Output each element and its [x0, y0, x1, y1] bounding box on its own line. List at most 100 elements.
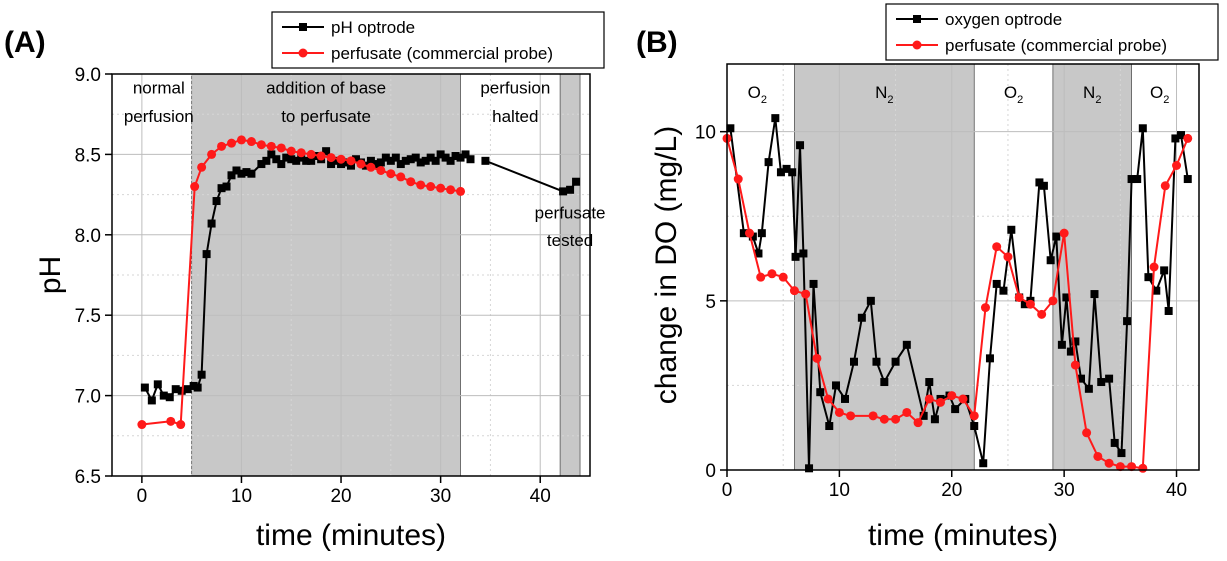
a-data-point-circle	[376, 165, 386, 175]
b-data-point-square	[791, 252, 800, 261]
a-data-point-square	[406, 155, 415, 164]
panel-a-legend-marker-perfusate	[298, 48, 308, 58]
b-data-point-square	[1164, 306, 1173, 315]
a-data-point-circle	[336, 154, 346, 164]
a-data-point-square	[222, 182, 231, 191]
a-data-point-square	[401, 156, 410, 165]
a-y-tick-label: 7.5	[75, 306, 101, 327]
a-data-point-square	[421, 156, 430, 165]
a-data-point-square	[366, 156, 375, 165]
b-shaded-region	[794, 63, 975, 471]
b-data-point-circle	[1070, 360, 1080, 370]
b-gas-label: N2	[1083, 83, 1101, 106]
b-x-tick-label: 30	[1054, 480, 1075, 501]
a-data-point-square	[297, 153, 306, 162]
a-data-point-square	[342, 158, 351, 167]
a-data-point-circle	[166, 416, 176, 426]
a-data-point-square	[232, 166, 241, 175]
a-data-point-square	[332, 156, 341, 165]
b-data-point-square	[796, 141, 805, 150]
a-data-point-square	[153, 380, 162, 389]
a-data-point-square	[302, 156, 311, 165]
b-x-tick-label: 10	[829, 480, 850, 501]
a-data-point-square	[292, 156, 301, 165]
a-data-point-square	[140, 383, 149, 392]
b-data-point-square	[809, 279, 818, 288]
b-data-point-square	[979, 459, 988, 468]
b-data-point-circle	[789, 286, 799, 296]
b-data-point-square	[1046, 256, 1055, 265]
b-data-point-circle	[969, 411, 979, 421]
b-data-point-square	[782, 164, 791, 173]
b-data-point-circle	[1082, 428, 1092, 438]
b-data-point-square	[1183, 175, 1192, 184]
b-data-point-square	[1052, 232, 1061, 241]
b-data-point-square	[919, 411, 928, 420]
b-data-point-square	[1123, 317, 1132, 326]
panel-b-legend: oxygen optrode perfusate (commercial pro…	[885, 3, 1219, 61]
b-data-point-square	[849, 357, 858, 366]
panel-b: (B) O2 N2 O2 N2 O2 0 10 20 30 40 0 5 10 time (minut…	[636, 3, 1219, 552]
a-data-point-square	[451, 152, 460, 161]
b-data-point-circle	[1183, 133, 1193, 143]
b-data-point-square	[1127, 175, 1136, 184]
a-data-point-square	[287, 155, 296, 164]
a-data-point-circle	[406, 177, 416, 187]
a-data-point-square	[426, 153, 435, 162]
a-data-point-square	[159, 391, 168, 400]
b-data-point-circle	[1037, 309, 1047, 319]
a-data-point-circle	[256, 140, 266, 150]
b-data-point-square	[816, 388, 825, 397]
b-data-point-square	[866, 296, 875, 305]
b-data-point-square	[739, 229, 748, 238]
b-data-point-circle	[812, 353, 822, 363]
a-region-label: to perfusate	[281, 107, 371, 126]
b-data-point-square	[1035, 178, 1044, 187]
panel-a-annotations: normal perfusion addition of base to perfus…	[124, 78, 606, 250]
b-data-point-square	[970, 422, 979, 431]
a-data-point-square	[165, 393, 174, 402]
b-data-point-circle	[1104, 458, 1114, 468]
b-data-point-circle	[1160, 181, 1170, 191]
a-data-point-square	[376, 158, 385, 167]
panel-b-grid	[727, 64, 1199, 470]
b-gas-label: O2	[1150, 83, 1169, 106]
b-data-point-circle	[913, 418, 923, 428]
b-data-point-circle	[834, 407, 844, 417]
b-data-point-square	[1077, 374, 1085, 383]
a-data-point-square	[267, 150, 276, 159]
b-data-point-circle	[992, 242, 1002, 252]
panel-b-label: (B)	[636, 26, 678, 59]
b-data-point-square	[799, 249, 808, 258]
a-data-point-square	[197, 370, 206, 379]
b-data-point-circle	[801, 289, 811, 299]
a-region-label: normal	[133, 78, 185, 97]
b-data-point-circle	[902, 407, 912, 417]
a-data-point-square	[347, 161, 355, 170]
panel-a-plot-frame	[111, 73, 591, 477]
a-y-tick-label: 8.0	[75, 226, 101, 247]
a-y-tick-label: 7.0	[75, 387, 101, 408]
b-data-point-circle	[733, 174, 743, 184]
b-data-point-square	[1144, 273, 1153, 282]
b-gas-label: N2	[875, 83, 893, 106]
a-x-tick-label: 10	[231, 486, 252, 507]
a-data-point-square	[441, 153, 450, 162]
a-data-point-square	[322, 147, 331, 156]
b-y-tick-label: 0	[705, 461, 716, 482]
a-data-point-circle	[276, 143, 286, 153]
b-data-point-square	[805, 464, 814, 473]
b-data-point-circle	[924, 394, 934, 404]
a-data-point-square	[436, 150, 445, 159]
a-data-point-circle	[197, 162, 207, 172]
b-data-point-square	[764, 158, 773, 167]
a-data-point-circle	[286, 146, 296, 156]
b-data-point-circle	[744, 228, 754, 238]
a-data-point-square	[247, 169, 256, 178]
a-data-point-square	[386, 156, 395, 165]
b-data-point-square	[757, 229, 766, 238]
b-data-point-square	[902, 340, 911, 349]
a-data-point-square	[171, 385, 180, 394]
b-data-point-square	[891, 357, 900, 366]
a-data-point-circle	[176, 420, 186, 430]
